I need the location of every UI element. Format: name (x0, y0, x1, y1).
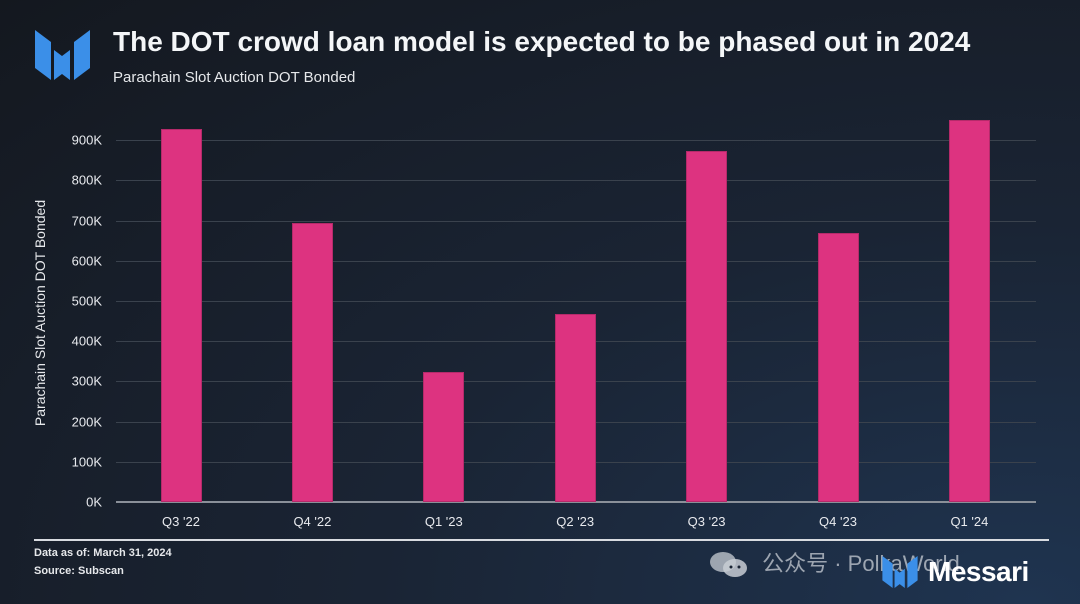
y-tick-label: 500K (71, 293, 102, 309)
footer-divider (34, 539, 1049, 541)
y-tick-label: 100K (71, 454, 102, 470)
y-tick-label: 200K (71, 414, 102, 430)
bar-q3-22[interactable] (160, 128, 202, 502)
y-axis-label: Parachain Slot Auction DOT Bonded (32, 199, 48, 427)
x-tick-label: Q4 '22 (293, 514, 332, 529)
y-tick-label: 800K (71, 172, 102, 188)
gridline (116, 260, 1036, 262)
y-tick-label: 0K (86, 494, 102, 510)
brand-name: Messari (928, 556, 1029, 587)
y-tick-label: 400K (71, 333, 102, 349)
bar-q1-23[interactable] (423, 372, 465, 502)
bar-q4-23[interactable] (817, 233, 859, 502)
chart-title: The DOT crowd loan model is expected to … (113, 26, 971, 57)
plot-area: 0K 100K 200K 300K 400K 500K 600K 700K 800K 900K Q3… (72, 100, 1036, 529)
watermark-text: 公众号 · PolkaWorld (762, 551, 960, 576)
x-axis-line (116, 501, 1036, 503)
gridline (116, 220, 1036, 222)
bar-q2-23[interactable] (554, 313, 596, 502)
y-tick-label: 600K (71, 253, 102, 269)
gridline (116, 180, 1036, 182)
y-tick-label: 900K (71, 132, 102, 148)
x-tick-label: Q3 '22 (162, 514, 200, 529)
gridline (116, 301, 1036, 302)
data-as-of-note: Data as of: March 31, 2024 (34, 547, 172, 559)
watermark: 公众号 · PolkaWorld (708, 546, 960, 580)
messari-brand-icon (882, 556, 918, 588)
y-tick-label: 700K (71, 213, 102, 229)
bar-q4-22[interactable] (291, 223, 333, 502)
bar-q1-24[interactable] (948, 120, 990, 502)
x-tick-label: Q2 '23 (556, 514, 595, 529)
bar-q3-23[interactable] (686, 151, 728, 502)
chart-subtitle: Parachain Slot Auction DOT Bonded (113, 69, 356, 86)
y-tick-label: 300K (71, 373, 102, 389)
x-tick-label: Q1 '24 (950, 514, 989, 529)
x-tick-label: Q3 '23 (687, 514, 726, 529)
x-tick-label: Q1 '23 (424, 514, 463, 529)
wechat-icon (710, 552, 747, 578)
x-tick-label: Q4 '23 (819, 514, 857, 529)
source-note: Source: Subscan (34, 565, 124, 577)
gridline (116, 140, 1036, 142)
messari-logo-icon (35, 30, 90, 80)
